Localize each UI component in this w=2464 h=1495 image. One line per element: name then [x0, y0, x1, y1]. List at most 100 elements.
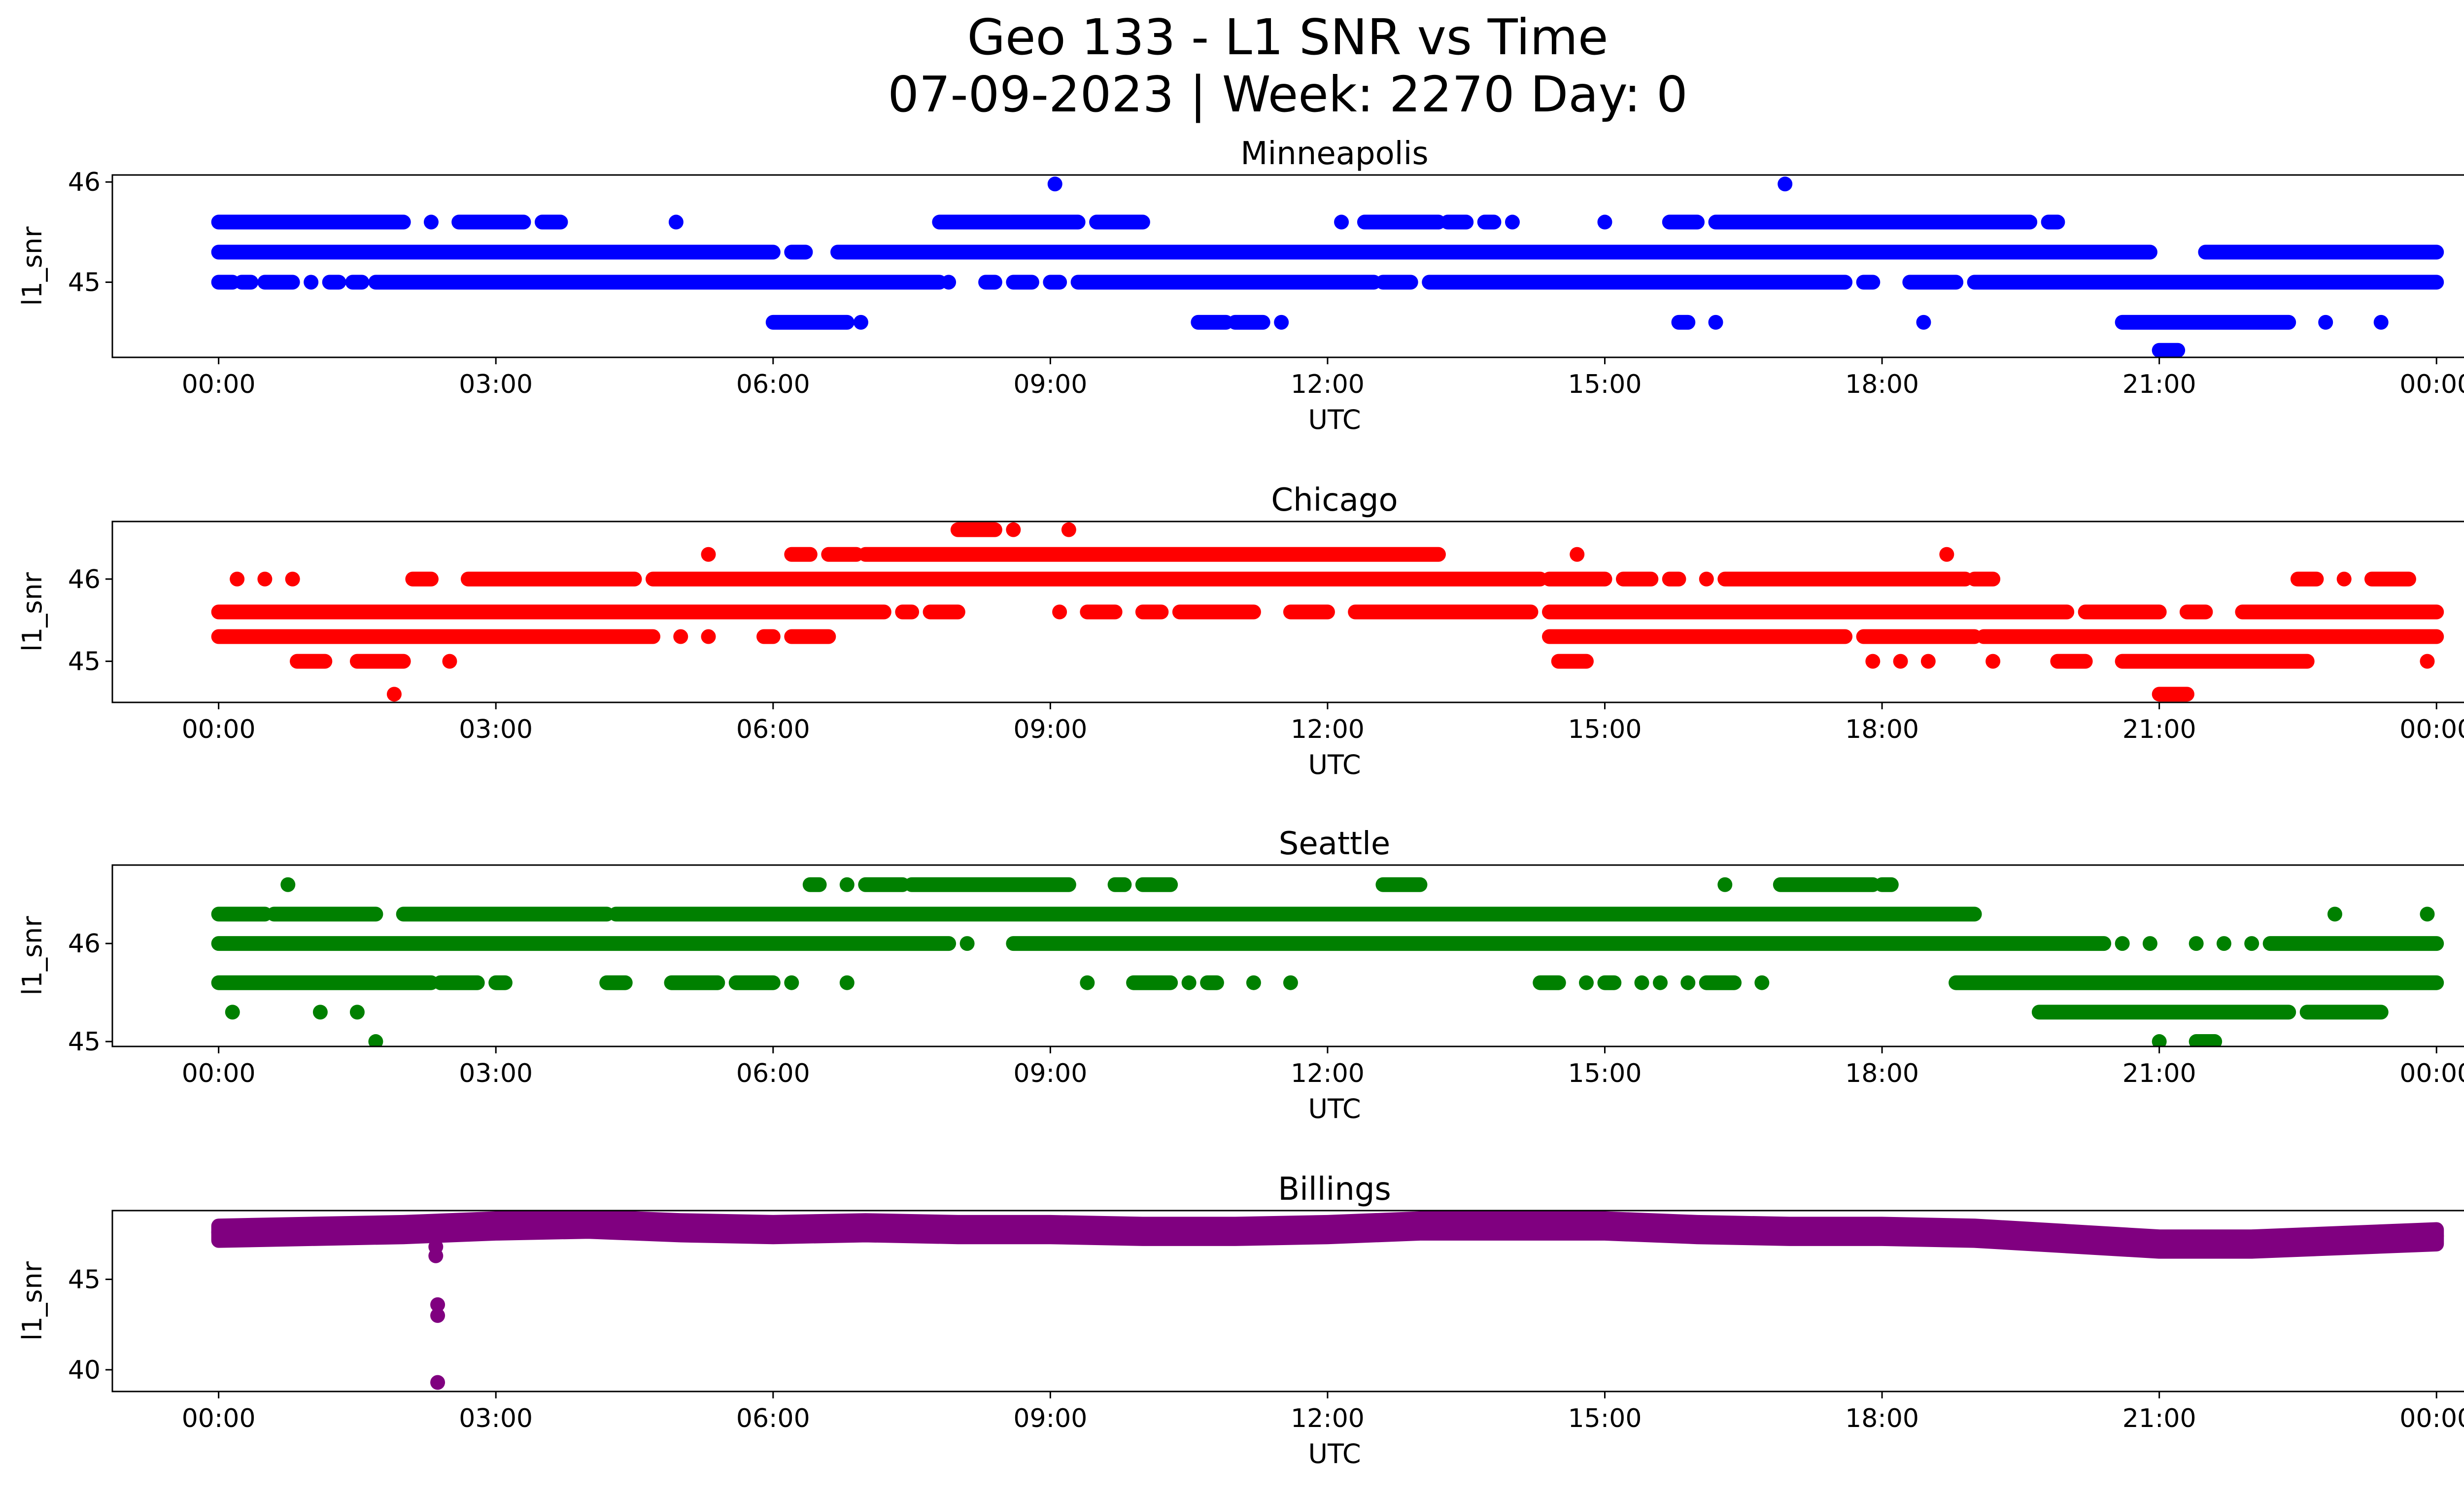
y-tick-label: 46 [68, 929, 101, 959]
data-point-run [1671, 314, 1696, 330]
data-point-run [830, 244, 2157, 260]
data-point-run [1089, 214, 1150, 230]
axes-frame [111, 1210, 2464, 1392]
data-point-run [599, 975, 633, 990]
x-tick-label: 21:00 [2122, 1059, 2196, 1088]
data-point-run [1191, 314, 1233, 330]
data-point-run [858, 877, 910, 892]
data-point-run [396, 906, 615, 922]
data-point [1690, 1221, 1705, 1236]
data-point-run [932, 214, 1086, 230]
data-point [1782, 1223, 1797, 1238]
data-point-run [1477, 214, 1502, 230]
data-point-run [2041, 214, 2065, 230]
data-point [2336, 571, 2352, 587]
data-point-run [2050, 654, 2093, 669]
data-point [581, 1216, 596, 1231]
x-tick-label: 03:00 [459, 1059, 533, 1088]
x-axis-label: UTC [1308, 404, 1361, 435]
data-point [1708, 314, 1723, 330]
data-point [304, 1223, 319, 1238]
data-point-run [1875, 877, 1899, 892]
data-point [2152, 1034, 2167, 1046]
data-point [784, 975, 799, 990]
x-tick-label: 21:00 [2122, 370, 2196, 399]
data-point-run [211, 604, 891, 620]
data-point-run [895, 604, 920, 620]
data-point-run [2179, 604, 2213, 620]
data-point-outlier [430, 1308, 445, 1323]
figure-title-line-1: Geo 133 - L1 SNR vs Time [967, 8, 1608, 66]
data-point [2420, 906, 2435, 922]
data-point-run [2115, 314, 2296, 330]
data-point [1875, 1223, 1890, 1238]
panel-chicago: Chicago 00:00 03:00 06:00 09:00 12:00 15:00 18:… [17, 482, 2464, 780]
series-seattle [211, 877, 2444, 1046]
data-point-run [1708, 214, 2038, 230]
axes-frame [111, 864, 2464, 1047]
data-point-run [234, 275, 259, 290]
data-point-run [664, 975, 725, 990]
data-point-run [2115, 654, 2315, 669]
data-point [839, 877, 855, 892]
data-point [1283, 975, 1298, 990]
data-point [423, 214, 439, 230]
data-point [1334, 214, 1349, 230]
data-point-run [609, 906, 1982, 922]
data-point [765, 1221, 781, 1236]
x-tick-label: 06:00 [736, 1059, 810, 1088]
data-point-run [1699, 975, 1742, 990]
data-point-run [488, 975, 513, 990]
data-point-run [405, 571, 439, 587]
data-point-run [1422, 275, 1853, 290]
x-tick-label: 21:00 [2122, 1404, 2196, 1433]
data-point-run [290, 654, 333, 669]
panel-minneapolis: Minneapolis 00:00 03:00 06:00 09:00 12:00 15:0… [17, 136, 2464, 435]
x-tick-label: 12:00 [1291, 1059, 1365, 1088]
data-point-run [1976, 629, 2444, 644]
data-point-run [2189, 1034, 2223, 1046]
data-point-run [211, 214, 411, 230]
data-point [853, 314, 868, 330]
data-point [1052, 604, 1067, 620]
x-tick-label: 18:00 [1845, 370, 1919, 399]
data-point [2244, 1236, 2259, 1251]
data-point-run [1551, 654, 1594, 669]
data-point-run [1080, 604, 1123, 620]
x-tick-label: 09:00 [1013, 1404, 1087, 1433]
data-point-run [1717, 571, 1973, 587]
data-point-run [1135, 604, 1169, 620]
data-point [701, 547, 716, 562]
x-tick-label: 00:00 [2399, 1404, 2464, 1433]
y-tick-label: 45 [68, 647, 101, 677]
data-point-run [1856, 629, 1982, 644]
data-point-run [1541, 604, 2075, 620]
data-point [1246, 975, 1261, 990]
data-point-outlier [430, 1375, 445, 1390]
data-point [368, 1034, 383, 1046]
data-point [230, 571, 245, 587]
data-point-run [1967, 275, 2444, 290]
y-axis-label: l1_snr [17, 572, 48, 652]
data-point [839, 975, 855, 990]
panel-seattle: Seattle 00:00 03:00 06:00 09:00 12:00 15:00 18:… [17, 826, 2464, 1124]
panel-title: Billings [1278, 1171, 1391, 1208]
data-point-run [1902, 275, 1964, 290]
data-point-run [1375, 877, 1428, 892]
data-point-run [2290, 571, 2324, 587]
data-point [2373, 314, 2389, 330]
data-point [285, 571, 300, 587]
x-tick-label: 00:00 [2399, 1059, 2464, 1088]
data-point [1080, 975, 1095, 990]
data-point [2115, 936, 2130, 951]
data-point-run [1283, 604, 1335, 620]
data-point-run [821, 547, 864, 562]
data-point-run [349, 654, 411, 669]
data-point [1181, 975, 1197, 990]
y-tick-label: 45 [68, 1265, 101, 1294]
x-tick-label: 00:00 [2399, 715, 2464, 744]
data-point [668, 214, 684, 230]
data-point [2216, 936, 2231, 951]
figure-title: Geo 133 - L1 SNR vs Time 07-09-2023 | We… [0, 9, 2464, 123]
data-point [959, 936, 975, 951]
